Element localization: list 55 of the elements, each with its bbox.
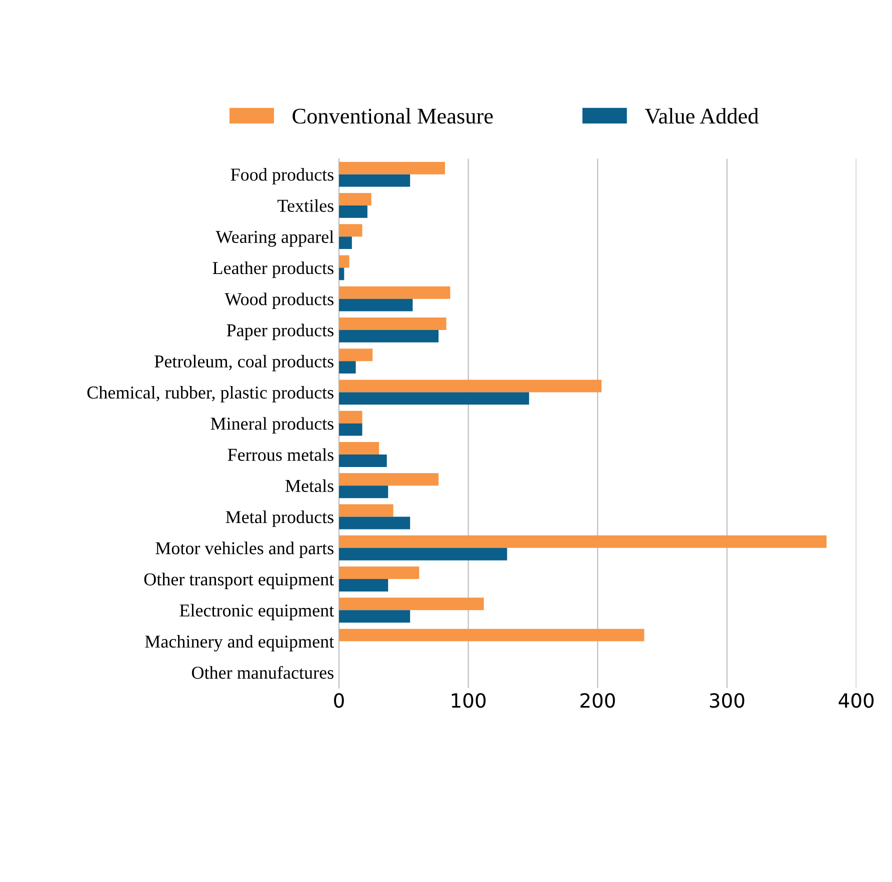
bar [338, 268, 344, 280]
y-tick-label: Metal products [226, 510, 334, 527]
bar [338, 392, 530, 405]
y-tick-label: Paper products [226, 324, 334, 340]
bar [338, 516, 410, 530]
y-tick-label: Ferrous metals [228, 448, 334, 461]
bar [338, 473, 439, 486]
bar [338, 410, 362, 424]
y-tick-label: Other transport equipment [144, 572, 334, 590]
bar [338, 535, 827, 548]
bar [338, 380, 602, 392]
y-tick-label: Wood products [224, 292, 334, 309]
y-tick-label: Textiles [278, 199, 334, 212]
bar [338, 361, 356, 374]
bar [338, 174, 410, 187]
bar [338, 255, 350, 268]
bar [338, 423, 362, 436]
y-tick-label: Electronic equipment [180, 604, 334, 620]
y-tick-label: Mineral products [210, 417, 334, 434]
bar [338, 193, 372, 206]
bar [338, 205, 368, 218]
legend-label: Value Added [644, 108, 759, 124]
bar [338, 236, 352, 250]
x-tick-label: 300 [710, 693, 744, 708]
bar [338, 348, 373, 362]
bar [338, 454, 387, 467]
bar [338, 318, 446, 330]
bar [338, 628, 644, 642]
bar [338, 598, 484, 610]
bar [338, 162, 446, 174]
bar [338, 610, 410, 623]
x-tick-label: 400 [838, 693, 874, 708]
bar [338, 298, 413, 312]
y-tick-label: Machinery and equipment [145, 635, 334, 652]
y-tick-label: Other manufactures [192, 666, 334, 679]
y-tick-label: Petroleum, coal products [154, 354, 334, 372]
bar [338, 548, 508, 560]
x-tick-label: 100 [452, 693, 486, 708]
y-tick-label: Food products [230, 168, 334, 184]
bar [338, 566, 420, 580]
x-tick-label: 200 [580, 693, 615, 708]
y-tick-label: Motor vehicles and parts [156, 542, 334, 558]
bar [338, 504, 394, 517]
bar [338, 330, 439, 342]
y-tick-label: Chemical, rubber, plastic products [87, 386, 334, 402]
bar [338, 286, 450, 299]
bar [338, 442, 380, 454]
x-tick-label: 0 [334, 693, 344, 708]
bar [338, 486, 388, 498]
bar [338, 579, 388, 592]
bar [338, 224, 362, 237]
y-tick-label: Metals [285, 479, 334, 492]
legend-label: Conventional Measure [292, 108, 493, 124]
y-tick-label: Leather products [212, 261, 334, 278]
y-tick-label: Wearing apparel [216, 230, 334, 247]
